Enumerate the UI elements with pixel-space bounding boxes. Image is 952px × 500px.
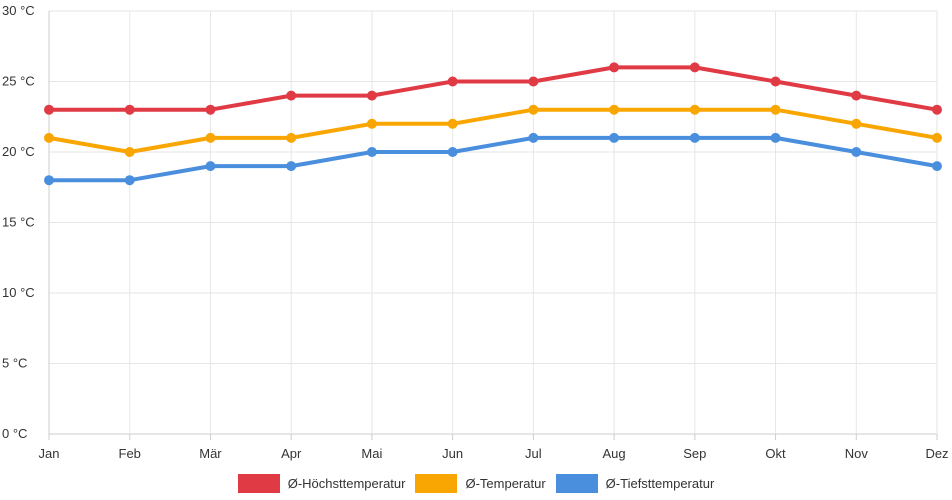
series-line-1 (48, 107, 938, 154)
data-point[interactable] (851, 90, 862, 101)
data-point[interactable] (366, 118, 377, 129)
x-tick-label: Apr (281, 446, 302, 461)
y-tick-label: 30 °C (2, 3, 35, 18)
data-point[interactable] (932, 104, 942, 115)
data-point[interactable] (770, 76, 781, 87)
data-point[interactable] (447, 76, 458, 87)
data-point[interactable] (609, 132, 620, 143)
legend-label-avg: Ø-Temperatur (465, 475, 546, 491)
data-point[interactable] (44, 132, 54, 143)
y-tick-label: 0 °C (2, 426, 27, 441)
data-point[interactable] (286, 90, 297, 101)
data-point[interactable] (689, 104, 700, 115)
grid-lines (48, 10, 938, 440)
data-point[interactable] (609, 104, 620, 115)
series-points (44, 62, 942, 186)
x-tick-label: Jun (442, 446, 463, 461)
x-tick-label: Jan (39, 446, 60, 461)
x-axis: Jan Feb Mär Apr Mai Jun Jul Aug Sep Okt Nov Dez (39, 446, 949, 461)
legend-swatch-avg (415, 473, 458, 493)
x-tick-label: Dez (925, 446, 948, 461)
data-point[interactable] (528, 104, 539, 115)
series-line-2 (49, 135, 938, 183)
y-tick-label: 25 °C (2, 74, 35, 89)
data-point[interactable] (124, 104, 135, 115)
data-point[interactable] (528, 132, 539, 143)
data-point[interactable] (205, 161, 216, 172)
legend-label-high: Ø-Höchsttemperatur (287, 475, 406, 491)
x-tick-label: Aug (603, 446, 626, 461)
x-tick-label: Nov (845, 446, 869, 461)
data-point[interactable] (44, 175, 54, 186)
data-point[interactable] (770, 104, 781, 115)
data-point[interactable] (609, 62, 620, 73)
legend-item-high[interactable]: Ø-Höchsttemperatur (237, 473, 406, 493)
data-point[interactable] (366, 90, 377, 101)
legend-item-avg[interactable]: Ø-Temperatur (415, 473, 546, 493)
data-point[interactable] (124, 175, 135, 186)
line-chart: 0 °C 5 °C 10 °C 15 °C 20 °C 25 °C 30 °C Jan Feb… (2, 3, 949, 461)
data-point[interactable] (205, 104, 216, 115)
x-tick-label: Okt (765, 446, 786, 461)
y-tick-label: 15 °C (2, 215, 35, 230)
data-point[interactable] (124, 147, 135, 157)
y-tick-label: 20 °C (2, 144, 35, 159)
data-point[interactable] (770, 132, 781, 143)
data-point[interactable] (366, 147, 377, 157)
data-point[interactable] (932, 161, 942, 172)
data-point[interactable] (689, 62, 700, 73)
data-point[interactable] (851, 147, 862, 157)
data-point[interactable] (447, 118, 458, 129)
series-line-0 (49, 65, 938, 112)
data-point[interactable] (44, 104, 54, 115)
legend: Ø-Höchsttemperatur Ø-Temperatur Ø-Tiefst… (0, 470, 952, 496)
series-lines (48, 65, 938, 183)
data-point[interactable] (932, 132, 942, 143)
legend-item-low[interactable]: Ø-Tiefsttemperatur (555, 473, 715, 493)
y-tick-label: 10 °C (2, 285, 35, 300)
x-tick-label: Sep (683, 446, 706, 461)
x-tick-label: Mai (361, 446, 382, 461)
legend-swatch-high (237, 473, 280, 493)
y-axis: 0 °C 5 °C 10 °C 15 °C 20 °C 25 °C 30 °C (2, 3, 35, 441)
y-tick-label: 5 °C (2, 356, 27, 371)
data-point[interactable] (286, 132, 297, 143)
legend-swatch-low (555, 473, 598, 493)
x-tick-label: Feb (119, 446, 141, 461)
legend-label-low: Ø-Tiefsttemperatur (605, 475, 715, 491)
data-point[interactable] (689, 132, 700, 143)
data-point[interactable] (851, 118, 862, 129)
data-point[interactable] (205, 132, 216, 143)
data-point[interactable] (286, 161, 297, 172)
x-tick-label: Jul (525, 446, 542, 461)
data-point[interactable] (528, 76, 539, 87)
x-tick-label: Mär (199, 446, 222, 461)
data-point[interactable] (447, 147, 458, 157)
